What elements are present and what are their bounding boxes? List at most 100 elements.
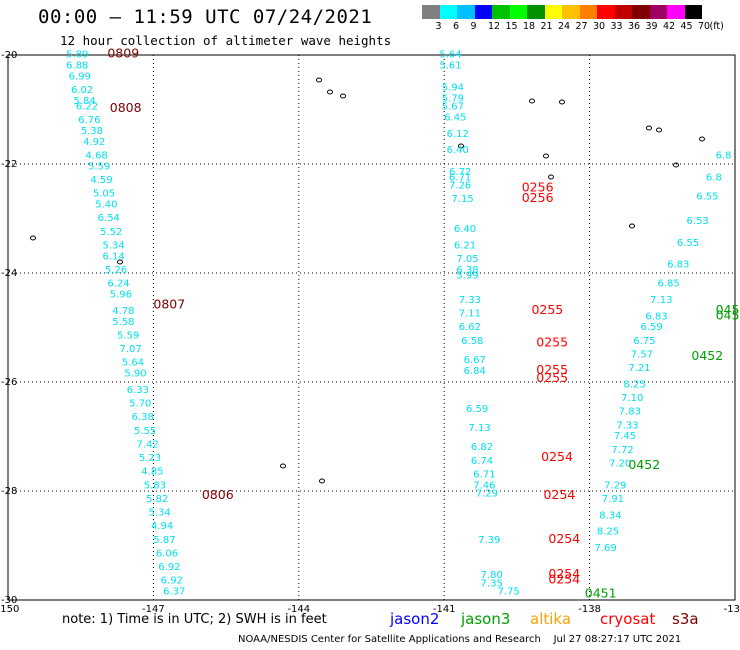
colorbar-swatch	[614, 5, 632, 19]
y-tick-label: -28	[1, 486, 17, 497]
wave-height-label: 5.58	[112, 317, 134, 328]
wave-height-label: 6.59	[640, 322, 662, 333]
wave-height-label: 6.74	[471, 456, 493, 467]
wave-height-label: 4.59	[90, 175, 112, 186]
colorbar-swatch	[597, 5, 615, 19]
wave-height-label: 5.83	[144, 480, 166, 491]
time-label: 0256	[522, 190, 554, 205]
time-label: 0255	[536, 362, 568, 377]
wave-height-label: 7.07	[119, 344, 141, 355]
wave-height-label: 6.21	[454, 240, 476, 251]
wave-height-label: 6.71	[449, 172, 471, 183]
wave-height-label: 6.83	[667, 260, 689, 271]
wave-height-label: 6.92	[158, 562, 180, 573]
wave-height-label: 7.45	[614, 431, 636, 442]
wave-height-label: 5.23	[139, 453, 161, 464]
wave-height-label: 6.62	[459, 322, 481, 333]
colorbar-label: 15	[505, 21, 518, 32]
time-label: 0254	[548, 531, 580, 546]
wave-height-label: 6.55	[696, 191, 718, 202]
wave-height-label: 4.94	[151, 521, 173, 532]
island-outline	[316, 77, 322, 83]
wave-height-label: 6.54	[98, 213, 120, 224]
wave-height-label: 6.40	[454, 224, 476, 235]
wave-height-label: 7.21	[628, 363, 650, 374]
wave-height-label: 5.90	[124, 369, 146, 380]
island-outline	[646, 125, 652, 131]
colorbar-swatch	[632, 5, 650, 19]
colorbar-swatch	[527, 5, 545, 19]
wave-height-label: 7.20	[609, 458, 631, 469]
time-label: 0256	[522, 179, 554, 194]
colorbar-swatch	[649, 5, 667, 19]
wave-height-label: 7.29	[476, 488, 498, 499]
time-label: 0254	[548, 572, 580, 587]
wave-height-label: 5.34	[149, 508, 171, 519]
wave-height-label: 5.84	[73, 96, 95, 107]
colorbar-swatch	[544, 5, 562, 19]
x-tick-label: -144	[287, 604, 310, 615]
wave-height-label: 5.64	[122, 358, 144, 369]
wave-height-label: 5.96	[110, 290, 132, 301]
wave-height-label: 5.59	[88, 161, 110, 172]
wave-height-label: 6.24	[107, 279, 129, 290]
wave-height-label: 6.82	[471, 442, 493, 453]
wave-height-label: 5.61	[439, 61, 461, 72]
wave-height-label: 6.71	[473, 469, 495, 480]
colorbar-label: 9	[470, 21, 477, 32]
wave-height-label: 4.85	[141, 467, 163, 478]
island-outline	[327, 89, 333, 95]
y-tick-label: -26	[1, 377, 17, 388]
island-outline	[656, 127, 662, 133]
x-tick-label: -147	[142, 604, 165, 615]
wave-height-label: 6.59	[466, 404, 488, 415]
time-label: 0452	[691, 348, 723, 363]
colorbar-label: 30	[593, 21, 606, 32]
legend-cryosat: cryosat	[600, 610, 656, 628]
island-outline	[458, 143, 464, 149]
colorbar-swatch	[439, 5, 457, 19]
time-label: 0807	[153, 296, 185, 311]
colorbar-swatch	[667, 5, 685, 19]
wave-height-label: 5.87	[153, 535, 175, 546]
wave-height-label: 6.55	[677, 238, 699, 249]
wave-height-label: 4.78	[112, 306, 134, 317]
colorbar-label: 70	[698, 21, 711, 32]
wave-height-label: 5.64	[439, 50, 461, 61]
time-label: 0255	[531, 302, 563, 317]
time-label: 0452	[628, 457, 660, 472]
wave-height-label: 7.11	[459, 309, 481, 320]
wave-height-label: 6.45	[444, 112, 466, 123]
island-outline	[529, 98, 535, 104]
plot-frame	[7, 54, 736, 601]
colorbar-swatch	[457, 5, 475, 19]
wave-height-label: 5.89	[66, 50, 88, 61]
wave-height-label: 6.02	[71, 85, 93, 96]
island-outline	[319, 478, 325, 484]
island-outline	[543, 153, 549, 159]
wave-height-label: 4.92	[83, 137, 105, 148]
wave-height-label: 7.57	[631, 349, 653, 360]
wave-height-label: 7.33	[616, 420, 638, 431]
wave-height-label: 8.25	[597, 527, 619, 538]
island-outline	[340, 93, 346, 99]
wave-height-label: 7.29	[604, 480, 626, 491]
colorbar-label: 3	[435, 21, 442, 32]
y-tick-label: -20	[1, 50, 17, 61]
colorbar-swatch	[684, 5, 702, 19]
x-tick-label: -141	[433, 604, 456, 615]
wave-height-label: 6.12	[447, 129, 469, 140]
wave-height-label: 5.40	[95, 200, 117, 211]
wave-height-label: 7.26	[449, 181, 471, 192]
colorbar-swatch	[422, 5, 440, 19]
wave-height-label: 6.06	[156, 548, 178, 559]
wave-height-label: 7.10	[621, 393, 643, 404]
wave-height-label: 5.79	[442, 93, 464, 104]
wave-height-label: 4.68	[86, 151, 108, 162]
island-outline	[117, 259, 123, 265]
x-tick-label: -138	[578, 604, 601, 615]
wave-height-label: 6.72	[449, 167, 471, 178]
colorbar-label: 39	[645, 21, 658, 32]
wave-height-label: 6.92	[161, 576, 183, 587]
